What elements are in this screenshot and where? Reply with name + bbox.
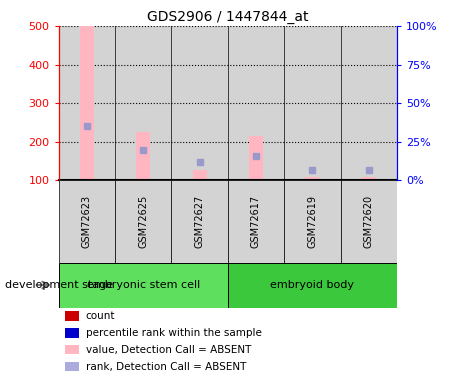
Bar xyxy=(249,136,263,180)
Bar xyxy=(59,262,228,308)
Bar xyxy=(341,26,397,180)
Text: embryoid body: embryoid body xyxy=(270,280,354,290)
Bar xyxy=(80,26,94,180)
Text: development stage: development stage xyxy=(5,280,113,290)
Bar xyxy=(115,26,171,180)
Text: GSM72620: GSM72620 xyxy=(364,195,374,248)
Text: GSM72625: GSM72625 xyxy=(138,195,148,248)
Text: GSM72619: GSM72619 xyxy=(307,195,318,248)
Bar xyxy=(115,180,171,262)
Bar xyxy=(284,180,341,262)
Text: embryonic stem cell: embryonic stem cell xyxy=(87,280,200,290)
Bar xyxy=(171,180,228,262)
Text: percentile rank within the sample: percentile rank within the sample xyxy=(86,328,262,338)
Bar xyxy=(65,328,79,338)
Title: GDS2906 / 1447844_at: GDS2906 / 1447844_at xyxy=(147,10,308,24)
Text: count: count xyxy=(86,311,115,321)
Text: rank, Detection Call = ABSENT: rank, Detection Call = ABSENT xyxy=(86,362,246,372)
Text: GSM72623: GSM72623 xyxy=(82,195,92,248)
Bar xyxy=(341,180,397,262)
Bar xyxy=(59,26,115,180)
Text: value, Detection Call = ABSENT: value, Detection Call = ABSENT xyxy=(86,345,251,355)
Bar xyxy=(59,180,115,262)
Bar xyxy=(65,362,79,371)
Bar xyxy=(65,345,79,354)
Bar xyxy=(65,311,79,321)
Text: GSM72617: GSM72617 xyxy=(251,195,261,248)
Bar xyxy=(136,132,150,180)
Bar xyxy=(228,26,284,180)
Bar xyxy=(228,262,397,308)
Bar xyxy=(171,26,228,180)
Bar xyxy=(305,177,319,180)
Bar xyxy=(284,26,341,180)
Bar xyxy=(228,180,284,262)
Text: GSM72627: GSM72627 xyxy=(194,195,205,248)
Bar xyxy=(362,177,376,180)
Bar xyxy=(193,170,207,180)
